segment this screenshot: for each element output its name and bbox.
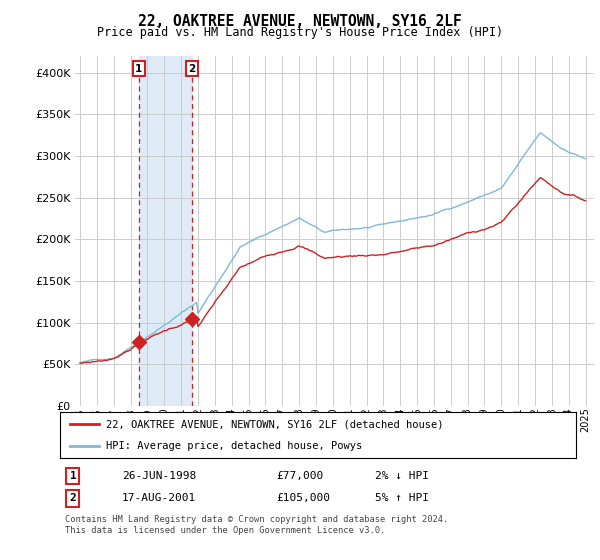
Text: 2% ↓ HPI: 2% ↓ HPI bbox=[375, 471, 429, 481]
Text: 1: 1 bbox=[70, 471, 76, 481]
Text: 26-JUN-1998: 26-JUN-1998 bbox=[122, 471, 196, 481]
Text: 2: 2 bbox=[188, 63, 196, 73]
Text: £77,000: £77,000 bbox=[277, 471, 324, 481]
Text: £105,000: £105,000 bbox=[277, 493, 331, 503]
Text: Contains HM Land Registry data © Crown copyright and database right 2024.
This d: Contains HM Land Registry data © Crown c… bbox=[65, 515, 448, 535]
Text: 22, OAKTREE AVENUE, NEWTOWN, SY16 2LF: 22, OAKTREE AVENUE, NEWTOWN, SY16 2LF bbox=[138, 14, 462, 29]
Text: Price paid vs. HM Land Registry's House Price Index (HPI): Price paid vs. HM Land Registry's House … bbox=[97, 26, 503, 39]
Text: 17-AUG-2001: 17-AUG-2001 bbox=[122, 493, 196, 503]
Text: 2: 2 bbox=[70, 493, 76, 503]
Text: 5% ↑ HPI: 5% ↑ HPI bbox=[375, 493, 429, 503]
Text: HPI: Average price, detached house, Powys: HPI: Average price, detached house, Powy… bbox=[106, 441, 362, 451]
Bar bbox=[139, 56, 192, 406]
Text: 1: 1 bbox=[135, 63, 142, 73]
Text: 22, OAKTREE AVENUE, NEWTOWN, SY16 2LF (detached house): 22, OAKTREE AVENUE, NEWTOWN, SY16 2LF (d… bbox=[106, 419, 444, 430]
